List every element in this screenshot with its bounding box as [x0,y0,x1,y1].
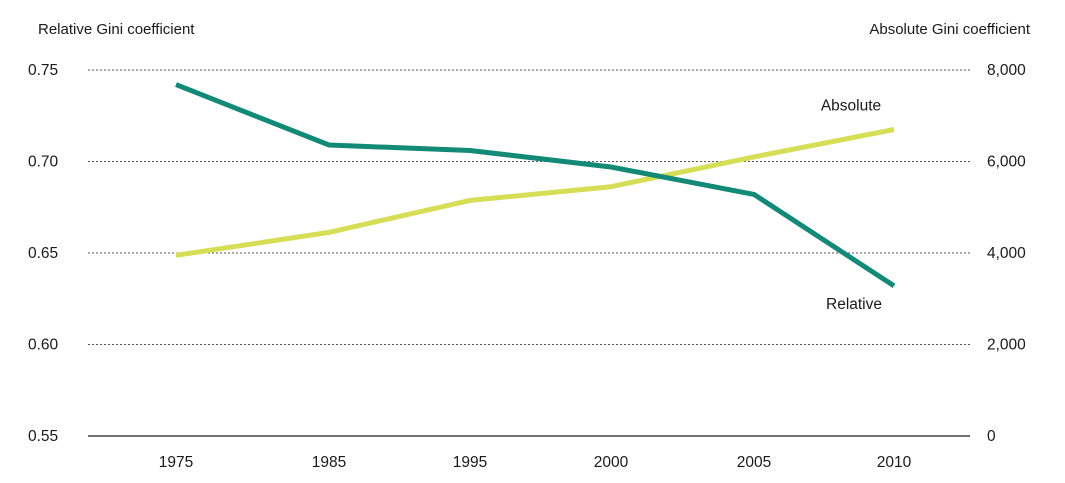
right-tick-label: 2,000 [987,337,1026,354]
x-tick-label: 1995 [453,454,487,471]
left-tick-label: 0.60 [28,337,59,354]
x-tick-label: 2005 [737,454,771,471]
x-tick-label: 2010 [877,454,912,471]
x-tick-label: 1985 [312,454,346,471]
left-tick-label: 0.75 [28,62,58,79]
series-label-relative: Relative [826,296,882,313]
series-line-absolute [175,127,895,258]
right-tick-label: 0 [987,428,996,445]
series-line-relative [175,82,896,288]
x-tick-label: 1975 [159,454,193,471]
x-tick-label: 2000 [594,454,629,471]
series-label-absolute: Absolute [821,97,881,114]
right-tick-label: 4,000 [987,245,1026,262]
gridlines [88,69,970,437]
left-tick-label: 0.55 [28,428,58,445]
series-labels: Relative Absolute [821,97,882,312]
right-axis-ticks: 8,000 6,000 4,000 2,000 0 [987,62,1026,445]
x-axis-ticks: 1975 1985 1995 2000 2005 2010 [159,454,912,471]
left-tick-label: 0.70 [28,154,59,171]
right-tick-label: 8,000 [987,62,1026,79]
left-tick-label: 0.65 [28,245,58,262]
left-axis-ticks: 0.75 0.70 0.65 0.60 0.55 [28,62,59,445]
right-tick-label: 6,000 [987,154,1026,171]
left-axis-title: Relative Gini coefficient [38,21,195,38]
right-axis-title: Absolute Gini coefficient [869,21,1030,38]
series-lines [175,82,896,288]
